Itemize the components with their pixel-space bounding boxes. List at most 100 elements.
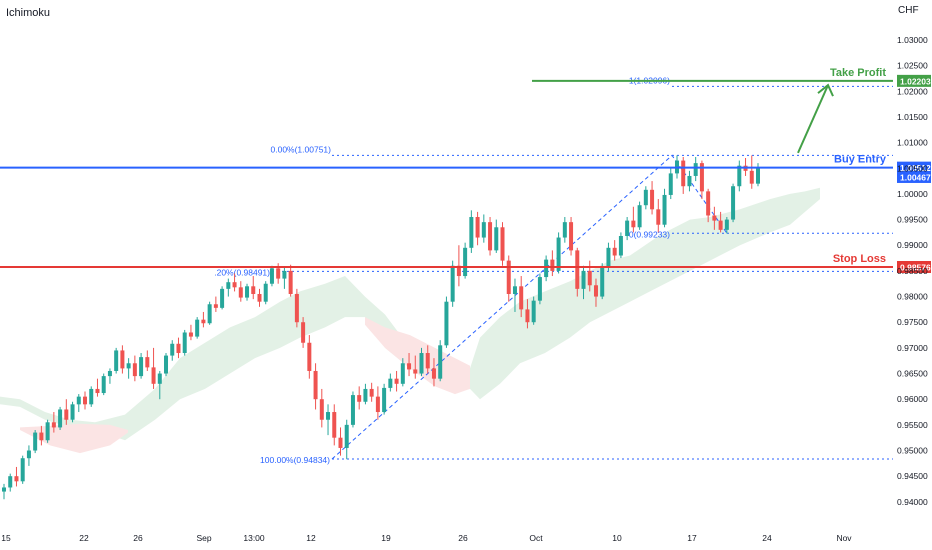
candle: [238, 281, 243, 302]
candle: [269, 265, 274, 287]
candle: [245, 283, 250, 301]
candle-body: [400, 363, 405, 384]
candle-body: [656, 209, 661, 225]
candle: [506, 255, 511, 302]
candle-body: [556, 237, 561, 271]
candle: [2, 483, 6, 500]
fib-label: 100.00%(0.94834): [260, 455, 330, 465]
candle-body: [425, 353, 430, 369]
candle-body: [618, 236, 623, 256]
axes: 1.03000 1.02500 1.02000 1.01500 1.01000 1.005…: [1, 35, 928, 543]
candle-body: [157, 373, 162, 384]
cloud-bullish: [0, 187, 820, 441]
y-tick-label: 1.02500: [897, 61, 928, 71]
candle-body: [151, 367, 156, 384]
candle-body: [363, 388, 368, 402]
candle: [33, 429, 38, 454]
candle-body: [587, 270, 592, 286]
candle-body: [469, 217, 474, 248]
candle: [469, 210, 474, 253]
candle-body: [749, 170, 754, 184]
candle: [145, 350, 150, 371]
candle-body: [407, 363, 412, 370]
candle-body: [313, 370, 318, 400]
candle: [182, 329, 187, 356]
candle: [712, 206, 717, 230]
candle: [132, 355, 137, 382]
candle-body: [269, 268, 274, 284]
x-tick-label: 24: [762, 533, 772, 543]
candle: [226, 278, 231, 297]
candle-body: [70, 404, 75, 420]
candle-body: [575, 250, 580, 289]
candle: [394, 370, 399, 392]
candle-body: [245, 286, 250, 298]
take-profit-arrow: [797, 84, 829, 154]
candle: [369, 382, 374, 402]
x-tick-label: 26: [133, 533, 143, 543]
y-tick-label: 1.00000: [897, 189, 928, 199]
indicator-name: Ichimoku: [6, 7, 51, 19]
candle-body: [282, 270, 287, 279]
candle-body: [668, 173, 673, 195]
candle: [20, 455, 25, 484]
candle-body: [120, 350, 125, 369]
candle-body: [631, 220, 636, 228]
candle: [201, 311, 206, 328]
candle: [363, 383, 368, 405]
candle: [581, 265, 586, 300]
candle-body: [45, 422, 50, 441]
candle: [26, 445, 31, 466]
candle: [731, 183, 736, 223]
candle-body: [681, 160, 686, 187]
candle-body: [413, 369, 418, 374]
candle: [350, 391, 355, 428]
price-badge-text: 1.02203: [900, 76, 931, 86]
candle-body: [26, 450, 31, 459]
currency-label: CHF: [898, 5, 919, 16]
candle: [756, 163, 760, 187]
candle: [531, 296, 536, 325]
fib-label: 0(0.99233): [629, 229, 670, 239]
candle-body: [101, 376, 106, 394]
take-profit-label: Take Profit: [830, 67, 886, 79]
candle-body: [288, 270, 293, 294]
candle: [58, 406, 63, 430]
candle-body: [606, 247, 611, 267]
candle-body: [257, 293, 262, 302]
cloud-bearish: [365, 317, 470, 395]
candle-body: [444, 301, 449, 346]
candle-body: [213, 304, 218, 308]
y-tick-label: 0.98000: [897, 292, 928, 302]
candle-body: [612, 247, 617, 256]
candle: [438, 340, 443, 382]
candle-body: [188, 332, 193, 337]
candle-body: [176, 343, 181, 354]
candle-body: [251, 286, 256, 294]
candle: [164, 353, 169, 377]
x-tick-label: 10: [612, 533, 622, 543]
candle: [612, 240, 617, 261]
candle-body: [95, 388, 100, 394]
candle: [431, 358, 436, 387]
candle-body: [114, 350, 119, 371]
candle: [444, 296, 449, 348]
candle-body: [307, 342, 312, 371]
candle: [332, 404, 337, 446]
candle: [637, 201, 642, 230]
ichimoku-cloud: [0, 187, 820, 454]
candle-body: [369, 388, 374, 397]
x-tick-label: Sep: [196, 533, 211, 543]
candle: [400, 358, 405, 387]
y-tick-label: 0.97000: [897, 343, 928, 353]
candle: [357, 386, 362, 410]
x-tick-label: 22: [79, 533, 89, 543]
candle-body: [195, 319, 200, 337]
candle-body: [531, 300, 536, 323]
candle: [95, 378, 100, 397]
price-badge: [897, 161, 931, 174]
candle: [251, 276, 256, 300]
candle: [170, 340, 175, 361]
